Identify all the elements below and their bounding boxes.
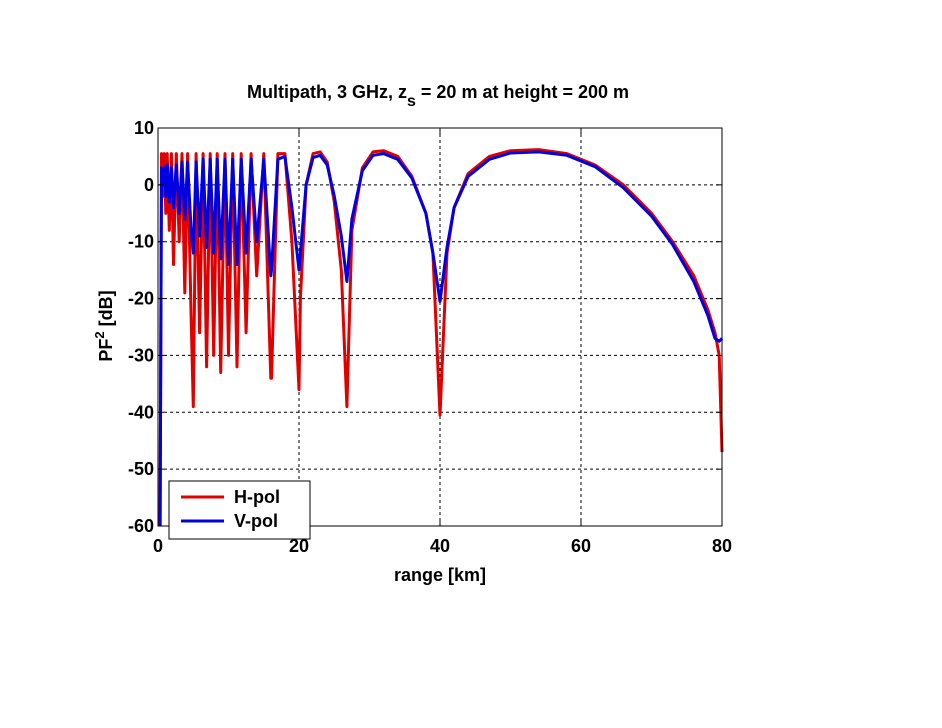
y-axis-label-sup: 2 xyxy=(92,331,107,338)
y-tick-label-4: -30 xyxy=(128,345,154,365)
x-tick-label-2: 40 xyxy=(430,536,450,556)
series-line-v-pol xyxy=(158,150,724,527)
y-axis-label-unit: [dB] xyxy=(96,290,116,331)
y-axis-label-main: PF xyxy=(96,339,116,362)
chart-title-subscript: s xyxy=(407,93,416,110)
x-axis-label: range [km] xyxy=(394,565,486,585)
legend: H-pol V-pol xyxy=(168,480,311,540)
chart-title-suffix: = 20 m at height = 200 m xyxy=(416,82,629,102)
legend-label-v-pol: V-pol xyxy=(234,511,278,531)
x-tick-label-3: 60 xyxy=(571,536,591,556)
y-tick-label-7: -60 xyxy=(128,516,154,536)
series-line-h-pol xyxy=(158,148,724,527)
x-tick-label-1: 20 xyxy=(289,536,309,556)
y-tick-label-1: 0 xyxy=(144,175,154,195)
chart-title: Multipath, 3 GHz, zs = 20 m at height = … xyxy=(247,82,629,110)
legend-box xyxy=(168,480,311,540)
y-tick-label-6: -50 xyxy=(128,459,154,479)
y-axis-label: PF2 [dB] xyxy=(92,290,116,361)
y-tick-label-0: 10 xyxy=(134,118,154,138)
legend-label-h-pol: H-pol xyxy=(234,487,280,507)
y-tick-label-3: -20 xyxy=(128,289,154,309)
y-tick-label-2: -10 xyxy=(128,232,154,252)
x-tick-label-4: 80 xyxy=(712,536,732,556)
y-tick-label-5: -40 xyxy=(128,402,154,422)
chart-title-main: Multipath, 3 GHz, z xyxy=(247,82,407,102)
x-tick-label-0: 0 xyxy=(153,536,163,556)
